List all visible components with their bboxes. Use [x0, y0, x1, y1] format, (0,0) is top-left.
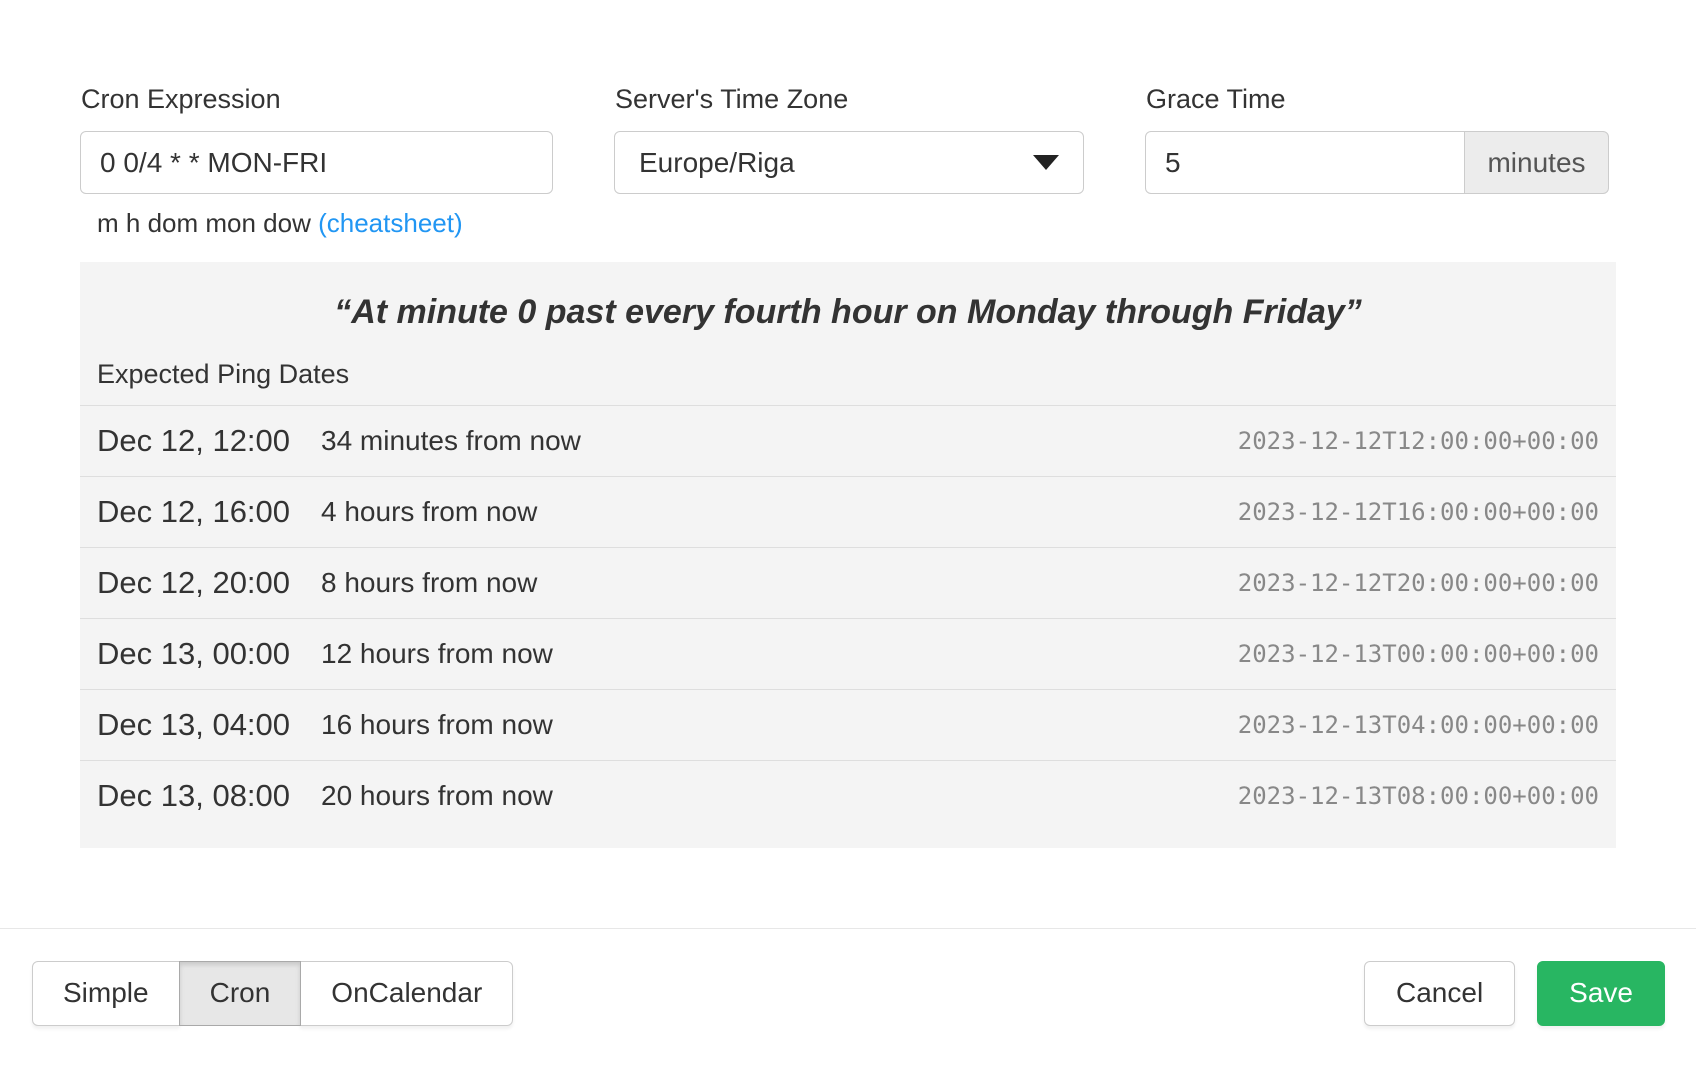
mode-tab-simple[interactable]: Simple	[32, 960, 180, 1026]
ping-iso-timestamp: 2023-12-13T08:00:00+00:00	[849, 760, 1616, 832]
cron-schedule-dialog: Cron Expression m h dom mon dow (cheatsh…	[80, 83, 1616, 848]
ping-date: Dec 13, 00:00	[80, 618, 320, 690]
grace-time-label: Grace Time	[1146, 84, 1286, 114]
ping-relative: 16 hours from now	[320, 689, 850, 761]
table-row: Dec 13, 04:00 16 hours from now 2023-12-13…	[80, 689, 1616, 761]
ping-relative: 20 hours from now	[320, 760, 850, 832]
ping-iso-timestamp: 2023-12-13T04:00:00+00:00	[849, 689, 1616, 761]
ping-date: Dec 12, 16:00	[80, 476, 320, 548]
ping-date: Dec 13, 08:00	[80, 760, 320, 832]
cron-expression-label: Cron Expression	[81, 84, 281, 114]
grace-time-unit: minutes	[1465, 131, 1609, 194]
cancel-button[interactable]: Cancel	[1364, 960, 1516, 1026]
grace-time-input[interactable]	[1145, 131, 1465, 194]
ping-iso-timestamp: 2023-12-12T20:00:00+00:00	[849, 547, 1616, 619]
ping-iso-timestamp: 2023-12-12T16:00:00+00:00	[849, 476, 1616, 548]
schedule-form-row: Cron Expression m h dom mon dow (cheatsh…	[80, 83, 1616, 239]
footer-actions: Cancel Save	[1364, 960, 1665, 1026]
table-row: Dec 12, 20:00 8 hours from now 2023-12-12T…	[80, 547, 1616, 619]
grace-time-field: Grace Time minutes	[1145, 83, 1609, 239]
timezone-field: Server's Time Zone Europe/Riga	[614, 83, 1084, 239]
cron-format-hint: m h dom mon dow (cheatsheet)	[80, 207, 553, 239]
timezone-selected-value: Europe/Riga	[639, 146, 795, 178]
ping-date: Dec 12, 12:00	[80, 405, 320, 477]
cron-expression-input[interactable]	[80, 131, 553, 194]
save-button[interactable]: Save	[1537, 960, 1665, 1026]
ping-date: Dec 13, 04:00	[80, 689, 320, 761]
table-row: Dec 12, 12:00 34 minutes from now 2023-12-…	[80, 405, 1616, 477]
mode-tab-cron[interactable]: Cron	[178, 960, 302, 1026]
ping-iso-timestamp: 2023-12-13T00:00:00+00:00	[849, 618, 1616, 690]
ping-relative: 34 minutes from now	[320, 405, 850, 477]
cron-description: “At minute 0 past every fourth hour on M…	[334, 293, 1362, 331]
table-row: Dec 13, 08:00 20 hours from now 2023-12-13…	[80, 760, 1616, 832]
timezone-label: Server's Time Zone	[615, 84, 849, 114]
ping-relative: 4 hours from now	[320, 476, 850, 548]
cron-preview-panel: “At minute 0 past every fourth hour on M…	[80, 262, 1616, 848]
cron-format-hint-text: m h dom mon dow	[97, 208, 319, 238]
expected-ping-dates-label: Expected Ping Dates	[97, 359, 350, 389]
ping-relative: 12 hours from now	[320, 618, 850, 690]
caret-down-icon	[1033, 155, 1059, 170]
timezone-select[interactable]: Europe/Riga	[614, 131, 1084, 194]
table-row: Dec 12, 16:00 4 hours from now 2023-12-12T…	[80, 476, 1616, 548]
table-row: Dec 13, 00:00 12 hours from now 2023-12-13…	[80, 618, 1616, 690]
mode-tab-oncalendar[interactable]: OnCalendar	[300, 960, 514, 1026]
dialog-footer: Simple Cron OnCalendar Cancel Save	[0, 927, 1696, 1059]
ping-iso-timestamp: 2023-12-12T12:00:00+00:00	[849, 405, 1616, 477]
ping-date: Dec 12, 20:00	[80, 547, 320, 619]
cheatsheet-link[interactable]: (cheatsheet)	[318, 208, 463, 238]
schedule-mode-group: Simple Cron OnCalendar	[32, 960, 514, 1026]
expected-ping-dates-table: Dec 12, 12:00 34 minutes from now 2023-12-…	[80, 405, 1616, 832]
grace-time-input-group: minutes	[1145, 131, 1609, 194]
cron-expression-field: Cron Expression m h dom mon dow (cheatsh…	[80, 83, 553, 239]
ping-relative: 8 hours from now	[320, 547, 850, 619]
